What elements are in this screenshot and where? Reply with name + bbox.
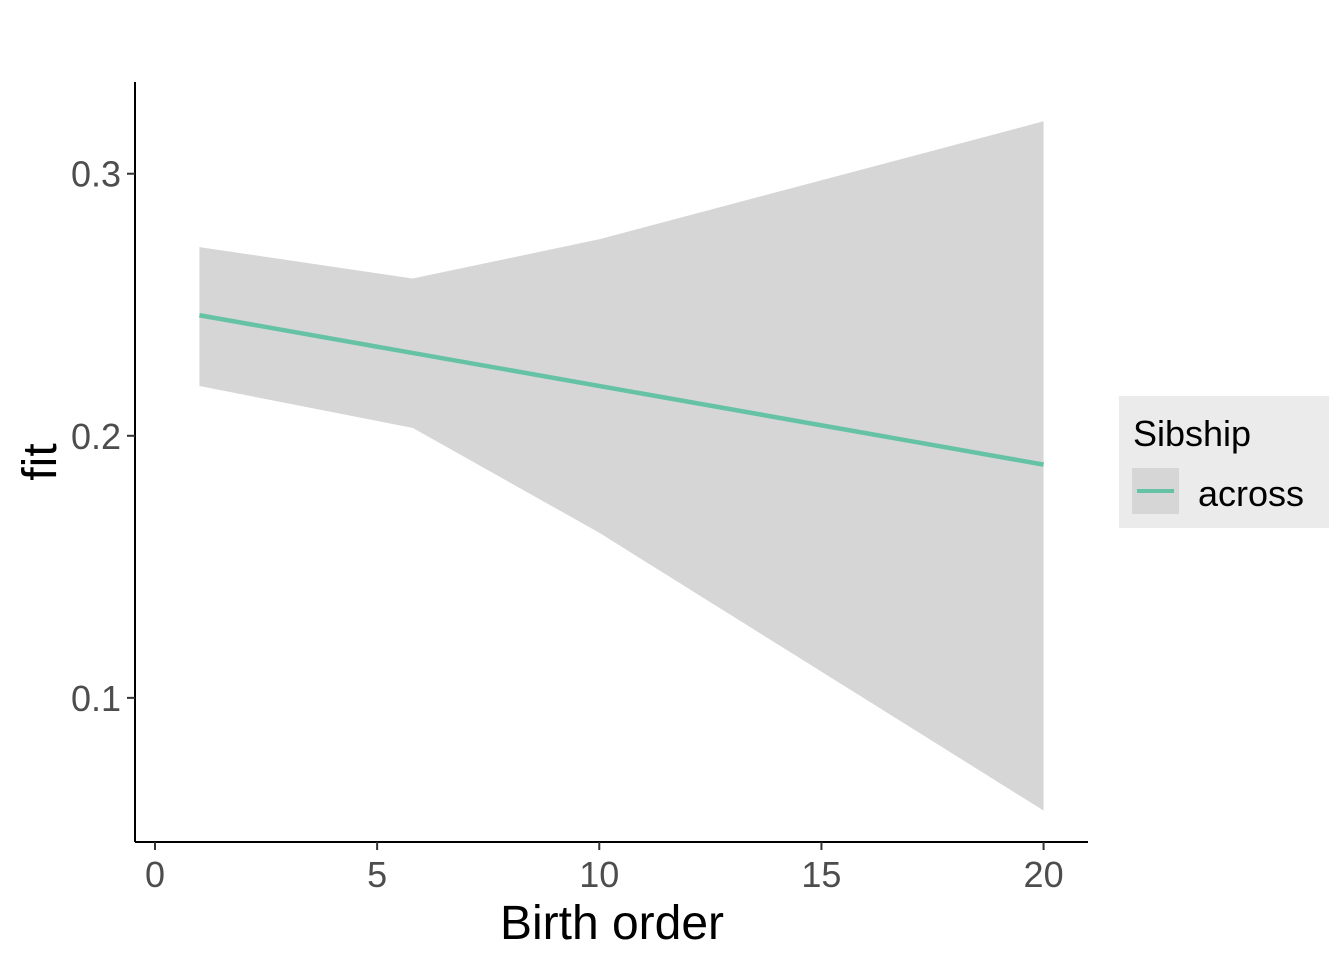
legend-label-across: across: [1198, 473, 1304, 514]
confidence-ribbon-layer: [199, 121, 1044, 811]
x-tick-label: 15: [801, 854, 841, 895]
x-tick-label: 5: [367, 854, 387, 895]
y-tick-label: 0.2: [71, 416, 121, 457]
legend: Sibship across: [1119, 396, 1329, 528]
x-tick-label: 10: [579, 854, 619, 895]
y-axis-ticks: 0.1 0.2 0.3: [71, 154, 135, 719]
x-tick-label: 0: [145, 854, 165, 895]
confidence-ribbon: [199, 121, 1044, 811]
x-axis-ticks: 0 5 10 15 20: [145, 842, 1064, 895]
x-tick-label: 20: [1024, 854, 1064, 895]
series-layer: [199, 313, 1044, 467]
y-tick-label: 0.1: [71, 678, 121, 719]
series-line-across: [199, 313, 1044, 467]
x-axis-title: Birth order: [500, 897, 724, 950]
y-tick-label: 0.3: [71, 154, 121, 195]
legend-title: Sibship: [1133, 413, 1251, 454]
y-axis-title: fit: [14, 443, 67, 480]
